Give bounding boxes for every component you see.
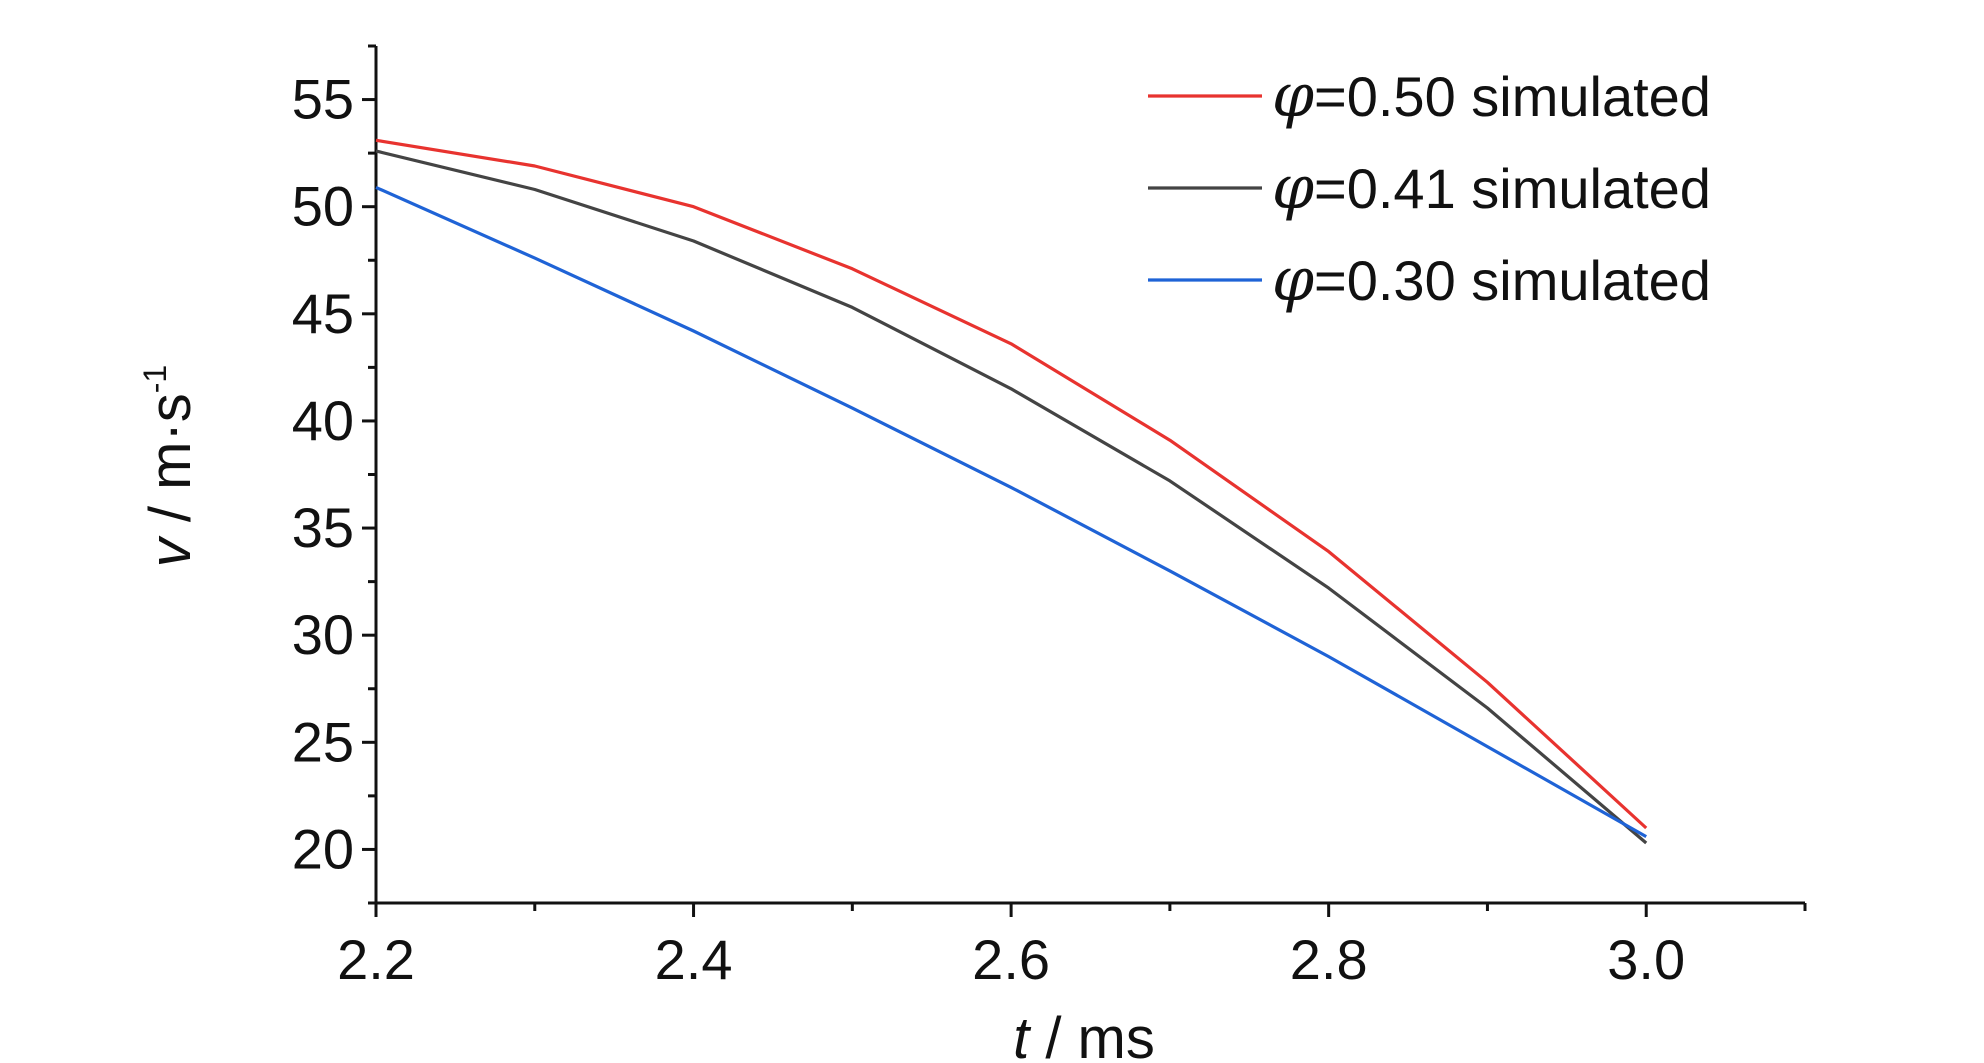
ticks: 20 25 30 35 40 45 50 55 2.2 2.4 2.6 2.8 3.0 <box>292 44 1807 991</box>
series-line-0 <box>375 138 1648 830</box>
x-tick-label-2.6: 2.6 <box>972 928 1050 991</box>
y-tick-label-30: 30 <box>292 603 354 666</box>
y-axis-variable: v <box>138 535 203 567</box>
series-line-1 <box>375 149 1648 845</box>
x-axis-variable: t <box>1013 1006 1032 1063</box>
y-axis-title: v / m·s-1 <box>137 365 203 567</box>
legend-label-0: φ=0.50 simulated <box>1272 61 1711 131</box>
series-line-2 <box>375 185 1647 838</box>
x-tick-label-2.2: 2.2 <box>337 928 415 991</box>
y-tick-label-35: 35 <box>292 496 354 559</box>
y-tick-label-45: 45 <box>292 282 354 345</box>
x-tick-label-2.8: 2.8 <box>1290 928 1368 991</box>
y-tick-label-55: 55 <box>292 68 354 131</box>
legend-symbol: φ <box>1272 153 1314 223</box>
x-axis-title: t / ms <box>1013 1006 1155 1063</box>
series-lines <box>375 138 1648 845</box>
y-axis-unit-superscript: -1 <box>137 365 173 393</box>
y-tick-label-40: 40 <box>292 389 354 452</box>
y-tick-label-25: 25 <box>292 710 354 773</box>
x-tick-label-3.0: 3.0 <box>1607 928 1685 991</box>
legend-label-1: φ=0.41 simulated <box>1272 153 1711 223</box>
x-axis-unit: / ms <box>1029 1006 1155 1063</box>
y-axis-unit: / m·s <box>138 393 203 538</box>
legend-symbol: φ <box>1272 245 1314 315</box>
legend-name: =0.30 simulated <box>1314 249 1711 312</box>
legend-symbol: φ <box>1272 61 1314 131</box>
y-tick-label-20: 20 <box>292 817 354 880</box>
y-tick-label-50: 50 <box>292 175 354 238</box>
legend-name: =0.41 simulated <box>1314 157 1711 220</box>
legend-name: =0.50 simulated <box>1314 65 1711 128</box>
legend-label-2: φ=0.30 simulated <box>1272 245 1711 315</box>
x-tick-label-2.4: 2.4 <box>655 928 733 991</box>
